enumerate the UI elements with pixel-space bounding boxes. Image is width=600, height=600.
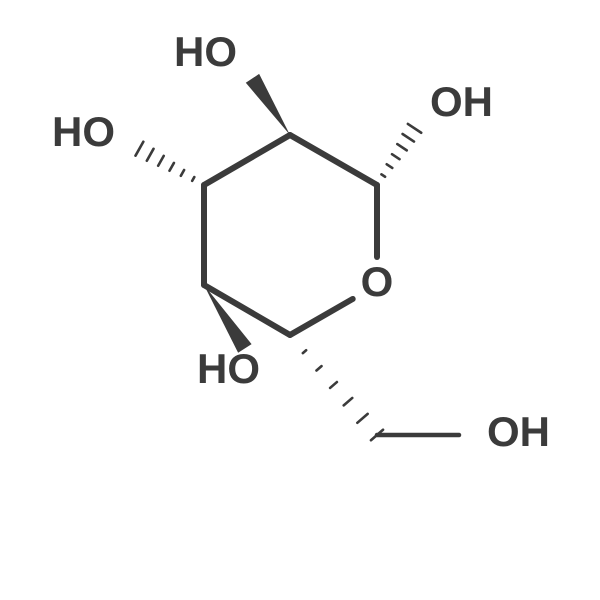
wedge-bond	[204, 285, 252, 353]
hash-bond	[192, 177, 194, 181]
hash-bond	[357, 414, 367, 423]
hash-bond	[408, 124, 421, 133]
atom-label-OH_C1: OH	[430, 78, 493, 125]
ring-bond	[290, 299, 353, 335]
hash-bond	[344, 398, 353, 405]
hash-bond	[303, 350, 306, 353]
hash-bond	[392, 154, 400, 159]
ring-bond	[204, 135, 290, 185]
hash-bond	[330, 382, 337, 388]
hash-bond	[316, 366, 321, 370]
hash-bond	[158, 156, 164, 166]
hash-bond	[381, 174, 385, 176]
wedge-bond	[246, 74, 290, 135]
atom-label-OH_C2: HO	[174, 28, 237, 75]
atom-label-OH_C6: OH	[487, 408, 550, 455]
atom-label-O_ring: O	[361, 258, 394, 305]
atom-label-OH_C4: HO	[197, 345, 260, 392]
molecule-diagram: O OH HO HO HO OH	[0, 0, 600, 600]
ring-bond	[290, 135, 377, 185]
atom-label-OH_C3: HO	[52, 108, 115, 155]
hash-bond	[397, 144, 406, 150]
hash-bond	[135, 142, 143, 156]
hash-bond	[403, 134, 414, 142]
hash-bond	[387, 164, 393, 168]
hash-bond	[181, 170, 184, 176]
hash-bond	[147, 149, 154, 161]
hash-bond	[170, 163, 174, 171]
